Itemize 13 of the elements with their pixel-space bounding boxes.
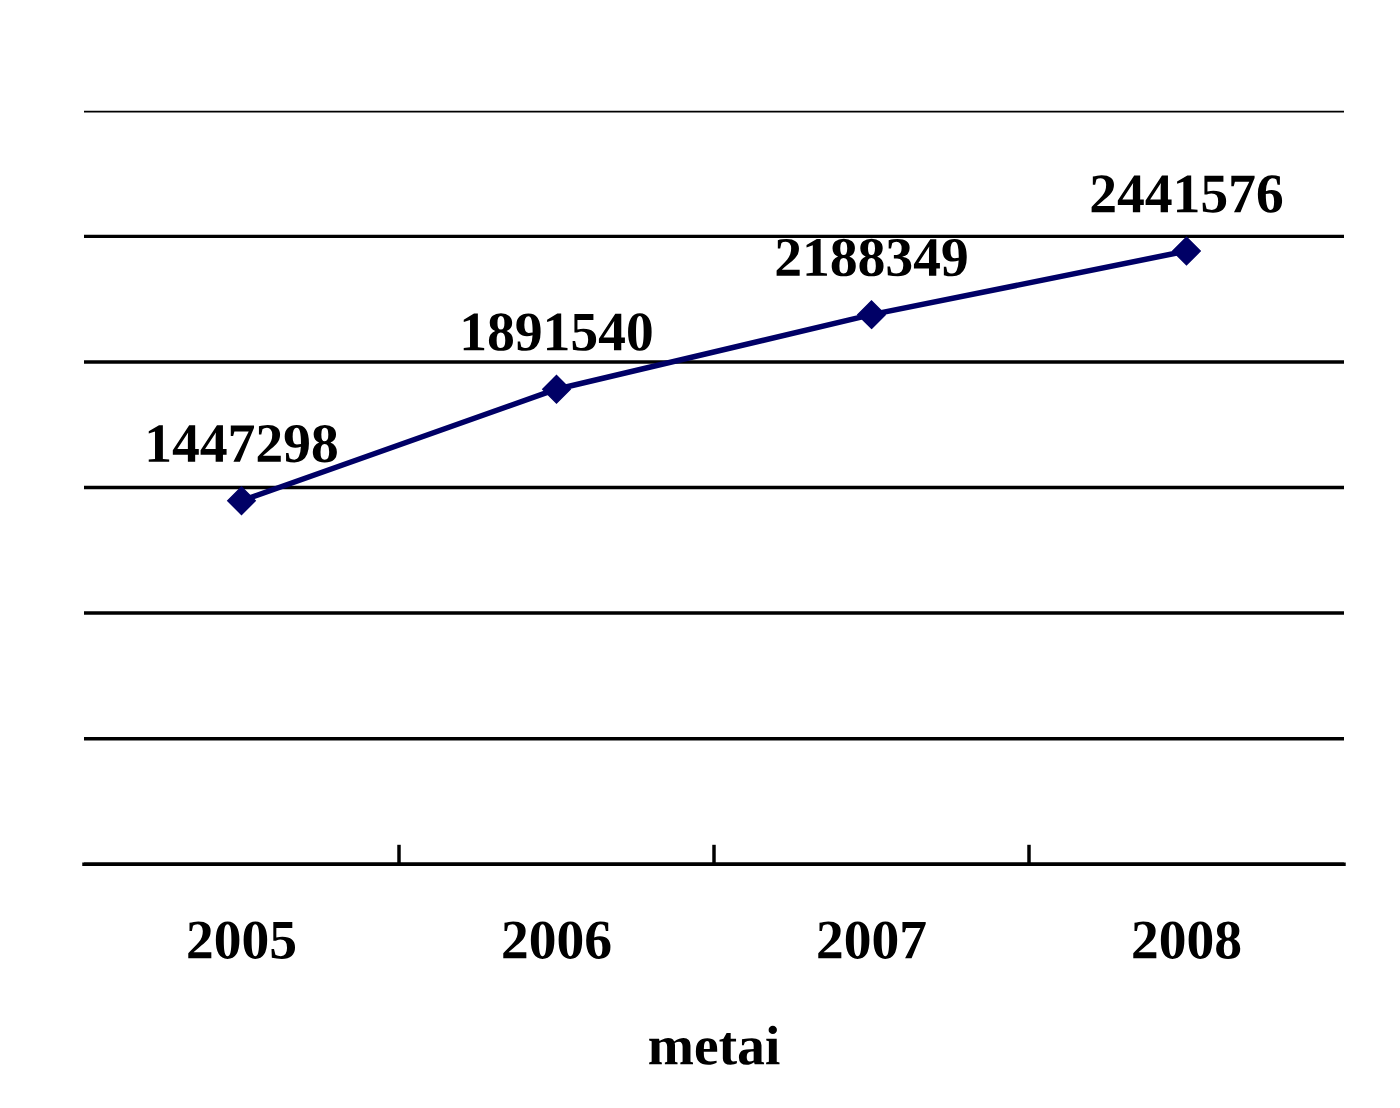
data-label: 1447298 bbox=[148, 424, 337, 463]
data-label: 1891540 bbox=[463, 313, 652, 351]
x-tick-label: 2006 bbox=[503, 921, 611, 959]
x-tick-label: 2005 bbox=[188, 921, 296, 959]
x-tick-label: 2007 bbox=[818, 921, 926, 959]
point bbox=[227, 486, 256, 516]
data-label: 2188349 bbox=[776, 238, 967, 277]
data-label: 2441576 bbox=[1091, 175, 1283, 213]
point bbox=[1172, 236, 1201, 266]
x-tick-label: 2008 bbox=[1133, 921, 1241, 959]
point bbox=[857, 300, 886, 330]
x-axis-title: metai bbox=[649, 1025, 780, 1065]
point bbox=[542, 374, 571, 404]
